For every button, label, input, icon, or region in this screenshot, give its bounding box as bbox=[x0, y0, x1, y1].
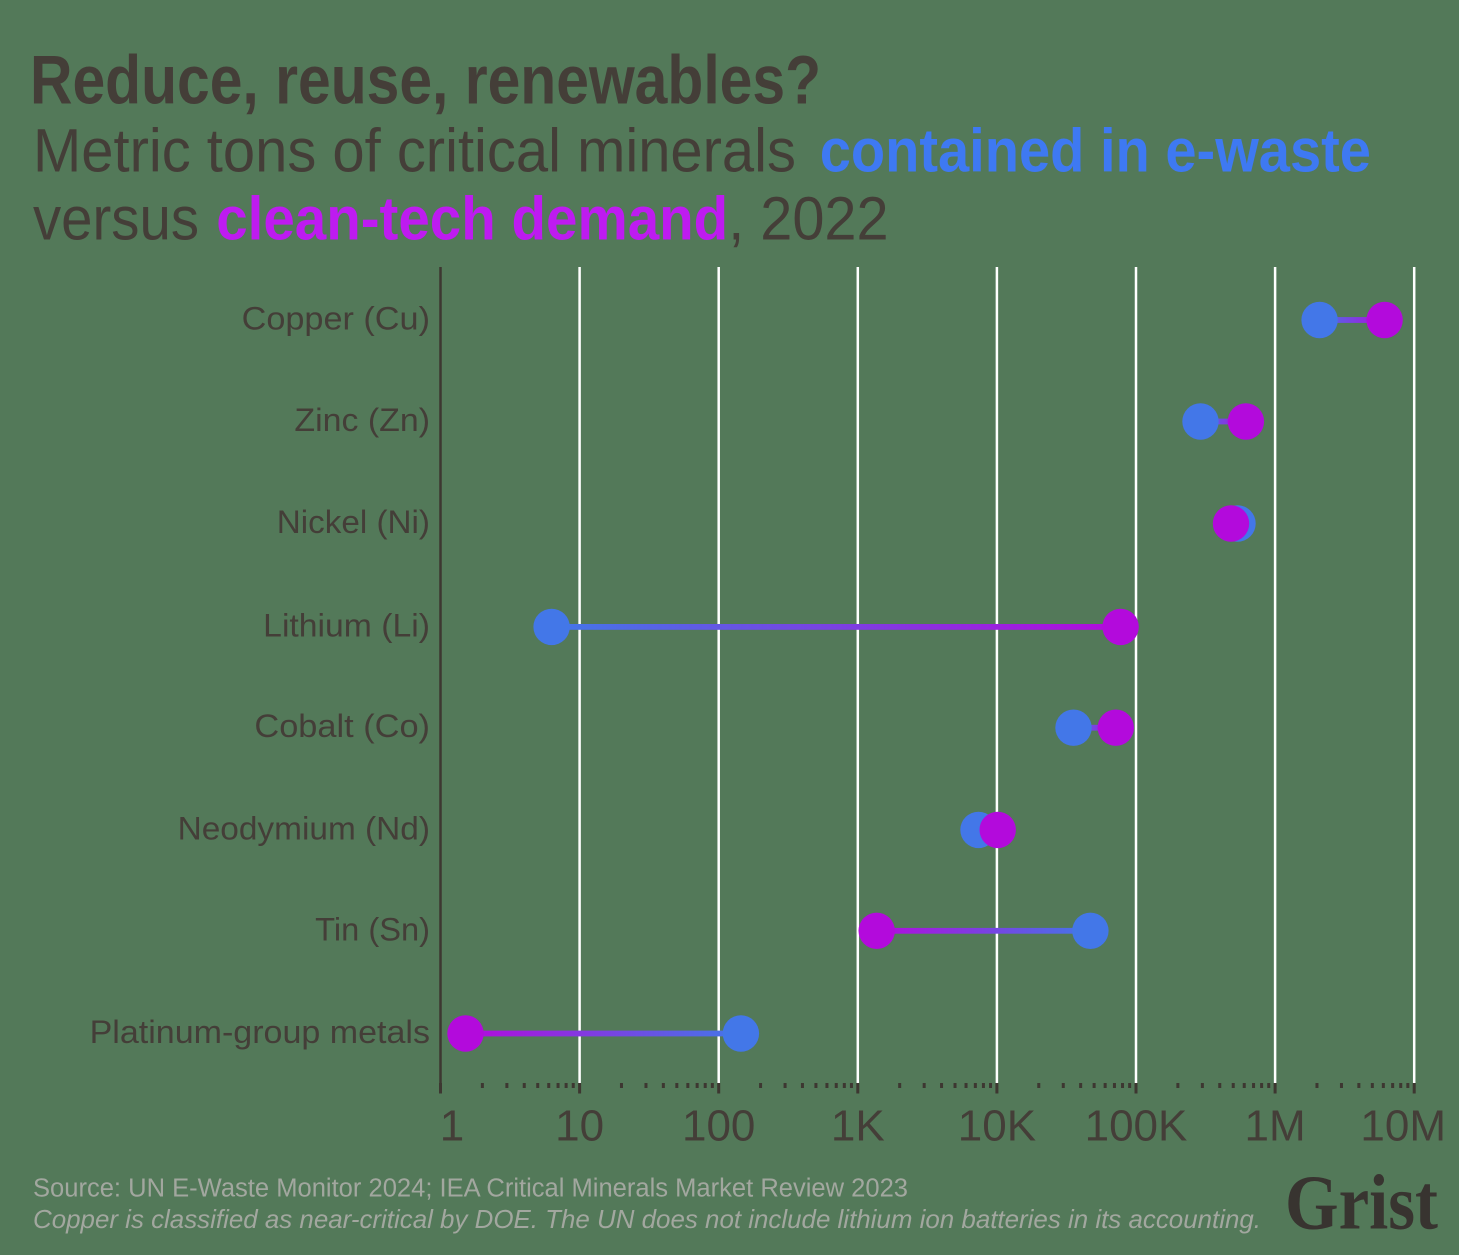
svg-text:Copper is classified as near-c: Copper is classified as near-critical by… bbox=[33, 1206, 1261, 1234]
svg-text:Reduce, reuse, renewables?: Reduce, reuse, renewables? bbox=[30, 42, 821, 119]
svg-text:Grist: Grist bbox=[1285, 1159, 1438, 1246]
svg-text:10: 10 bbox=[555, 1101, 604, 1150]
svg-text:Metric tons of critical minera: Metric tons of critical minerals bbox=[33, 117, 796, 185]
svg-text:Source: UN E-Waste Monitor 202: Source: UN E-Waste Monitor 2024; IEA Cri… bbox=[33, 1175, 908, 1203]
svg-text:100: 100 bbox=[682, 1101, 755, 1150]
svg-text:Platinum-group metals: Platinum-group metals bbox=[90, 1014, 430, 1050]
svg-text:10K: 10K bbox=[958, 1101, 1036, 1150]
svg-text:Cobalt (Co): Cobalt (Co) bbox=[254, 708, 430, 744]
svg-text:Neodymium (Nd): Neodymium (Nd) bbox=[178, 810, 430, 846]
svg-text:10M: 10M bbox=[1360, 1101, 1446, 1150]
svg-text:100K: 100K bbox=[1085, 1101, 1188, 1150]
svg-text:Lithium (Li): Lithium (Li) bbox=[263, 607, 430, 643]
svg-text:Zinc (Zn): Zinc (Zn) bbox=[294, 402, 430, 438]
svg-text:Nickel (Ni): Nickel (Ni) bbox=[277, 504, 430, 540]
svg-text:Tin (Sn): Tin (Sn) bbox=[315, 911, 430, 947]
svg-text:Copper (Cu): Copper (Cu) bbox=[242, 301, 430, 337]
svg-text:1M: 1M bbox=[1245, 1101, 1306, 1150]
svg-text:1: 1 bbox=[440, 1101, 464, 1150]
svg-text:versus: versus bbox=[33, 184, 199, 252]
svg-text:clean-tech demand: clean-tech demand bbox=[216, 184, 728, 252]
svg-text:1K: 1K bbox=[831, 1101, 885, 1150]
svg-text:, 2022: , 2022 bbox=[728, 184, 888, 252]
svg-text:contained in e-waste: contained in e-waste bbox=[820, 117, 1371, 185]
